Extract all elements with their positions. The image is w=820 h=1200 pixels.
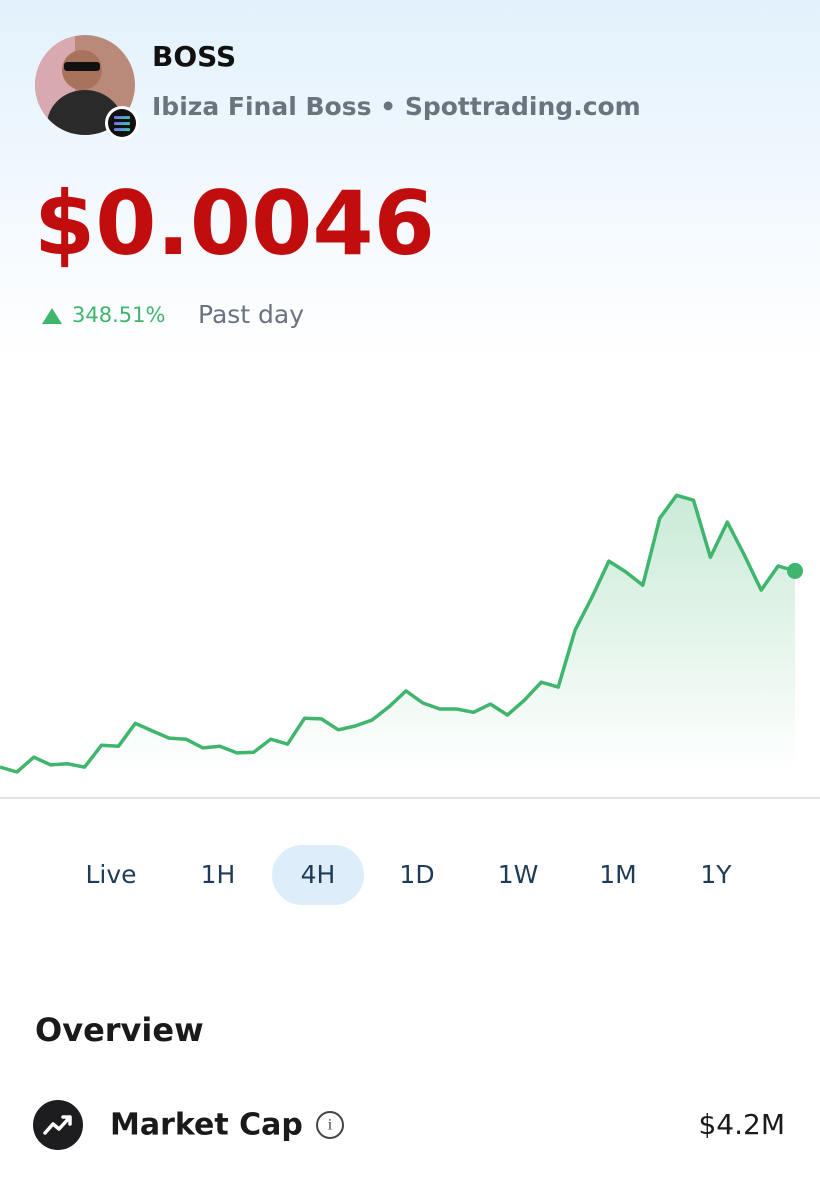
price-line	[0, 493, 796, 774]
solana-logo	[114, 116, 130, 131]
timeframe-selected-pill	[272, 845, 364, 905]
avatar	[35, 35, 135, 135]
overview-title: Overview	[35, 1011, 204, 1049]
market-cap-label: Market Cap	[110, 1108, 303, 1143]
token-subtitle: Ibiza Final Boss • Spottrading.com	[152, 92, 641, 121]
market-cap-icon	[33, 1100, 83, 1150]
price-change: 348.51%	[72, 303, 165, 327]
info-glyph: i	[328, 1117, 333, 1134]
up-arrow	[42, 308, 62, 324]
price-chart	[0, 493, 803, 774]
timeframe-option[interactable]: 1M	[599, 860, 636, 889]
market-cap-value: $4.2M	[698, 1108, 785, 1141]
timeframe-option[interactable]: Live	[85, 860, 136, 889]
timeframe-option[interactable]: 4H	[301, 860, 336, 889]
price-area	[0, 495, 795, 772]
current-price-dot	[787, 562, 803, 579]
token-name: BOSS	[152, 40, 236, 73]
trend-glyph	[43, 1115, 72, 1135]
price: $0.0046	[34, 172, 435, 275]
timeframe-option[interactable]: 1W	[498, 860, 539, 889]
change-period: Past day	[198, 300, 304, 329]
timeframe-option[interactable]: 1H	[201, 860, 236, 889]
timeframe-option[interactable]: 1D	[399, 860, 434, 889]
header-bg	[0, 0, 820, 360]
timeframe-selector: Live 1H 4H 1D 1W 1M 1Y	[85, 845, 732, 905]
info-icon[interactable]	[316, 1111, 344, 1139]
timeframe-option[interactable]: 1Y	[700, 860, 732, 889]
